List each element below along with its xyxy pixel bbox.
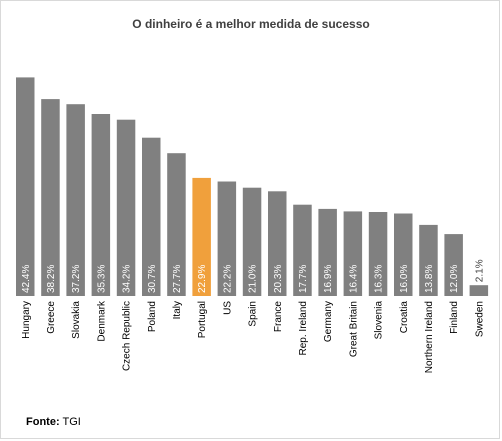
value-label: 37.2%	[71, 265, 82, 293]
category-label: Croatia	[399, 301, 410, 334]
category-label: Germany	[323, 301, 334, 342]
value-label: 16.0%	[399, 265, 410, 293]
value-label: 27.7%	[172, 265, 183, 293]
value-label: 13.8%	[424, 265, 435, 293]
value-label: 17.7%	[298, 265, 309, 293]
value-label: 30.7%	[147, 265, 158, 293]
category-label: Czech Republic	[122, 301, 133, 371]
value-label: 22.9%	[197, 265, 208, 293]
bar-spain	[242, 187, 262, 296]
bar-rep-ireland	[293, 204, 312, 296]
value-label: 20.3%	[273, 265, 284, 293]
bar-croatia	[394, 213, 413, 296]
source-label: Fonte	[26, 416, 56, 428]
value-label: 35.3%	[96, 265, 107, 293]
source-note: Fonte: TGI	[26, 416, 81, 428]
bar-northern-ireland	[419, 224, 438, 296]
category-label: Finland	[449, 301, 460, 334]
category-label: France	[273, 301, 284, 333]
source-separator: :	[55, 416, 60, 428]
bar-italy	[167, 153, 186, 296]
bar-france	[268, 191, 287, 296]
bar-greece	[41, 99, 60, 296]
value-label: 16.9%	[323, 265, 334, 293]
category-label: Italy	[172, 301, 183, 319]
category-label: Portugal	[197, 301, 208, 338]
value-label: 2.1%	[474, 259, 485, 282]
category-label: Northern Ireland	[424, 301, 435, 373]
category-label: Rep. Ireland	[298, 301, 309, 355]
bar-hungary	[16, 77, 35, 297]
bar-sweden	[469, 285, 489, 296]
category-label: US	[222, 301, 233, 315]
value-label: 42.4%	[21, 265, 32, 293]
bar-portugal	[192, 177, 211, 296]
category-label: Slovakia	[71, 301, 82, 339]
category-label: Slovenia	[374, 301, 385, 340]
value-label: 22.2%	[222, 265, 233, 293]
category-label: Poland	[147, 301, 158, 332]
bar-czech-republic	[116, 119, 136, 296]
bar-germany	[318, 208, 337, 296]
value-label: 21.0%	[248, 265, 259, 293]
value-label: 12.0%	[449, 265, 460, 293]
value-label: 16.4%	[348, 265, 359, 293]
source-text: TGI	[59, 416, 81, 428]
bar-great-britain	[343, 211, 363, 296]
value-label: 16.3%	[374, 265, 385, 293]
bar-finland	[444, 234, 463, 296]
value-label: 38.2%	[46, 265, 57, 293]
bar-us	[217, 181, 237, 296]
value-label: 34.2%	[122, 265, 133, 293]
bar-poland	[142, 137, 161, 296]
bar-slovenia	[368, 212, 388, 296]
category-label: Hungary	[21, 301, 32, 339]
chart-title: O dinheiro é a melhor medida de sucesso	[132, 17, 370, 31]
category-label: Denmark	[96, 300, 107, 342]
category-label: Spain	[248, 301, 259, 327]
category-label: Sweden	[474, 301, 485, 337]
bar-denmark	[91, 114, 111, 296]
bar-slovakia	[66, 104, 85, 296]
category-label: Greece	[46, 301, 57, 334]
category-label: Great Britain	[348, 301, 359, 357]
